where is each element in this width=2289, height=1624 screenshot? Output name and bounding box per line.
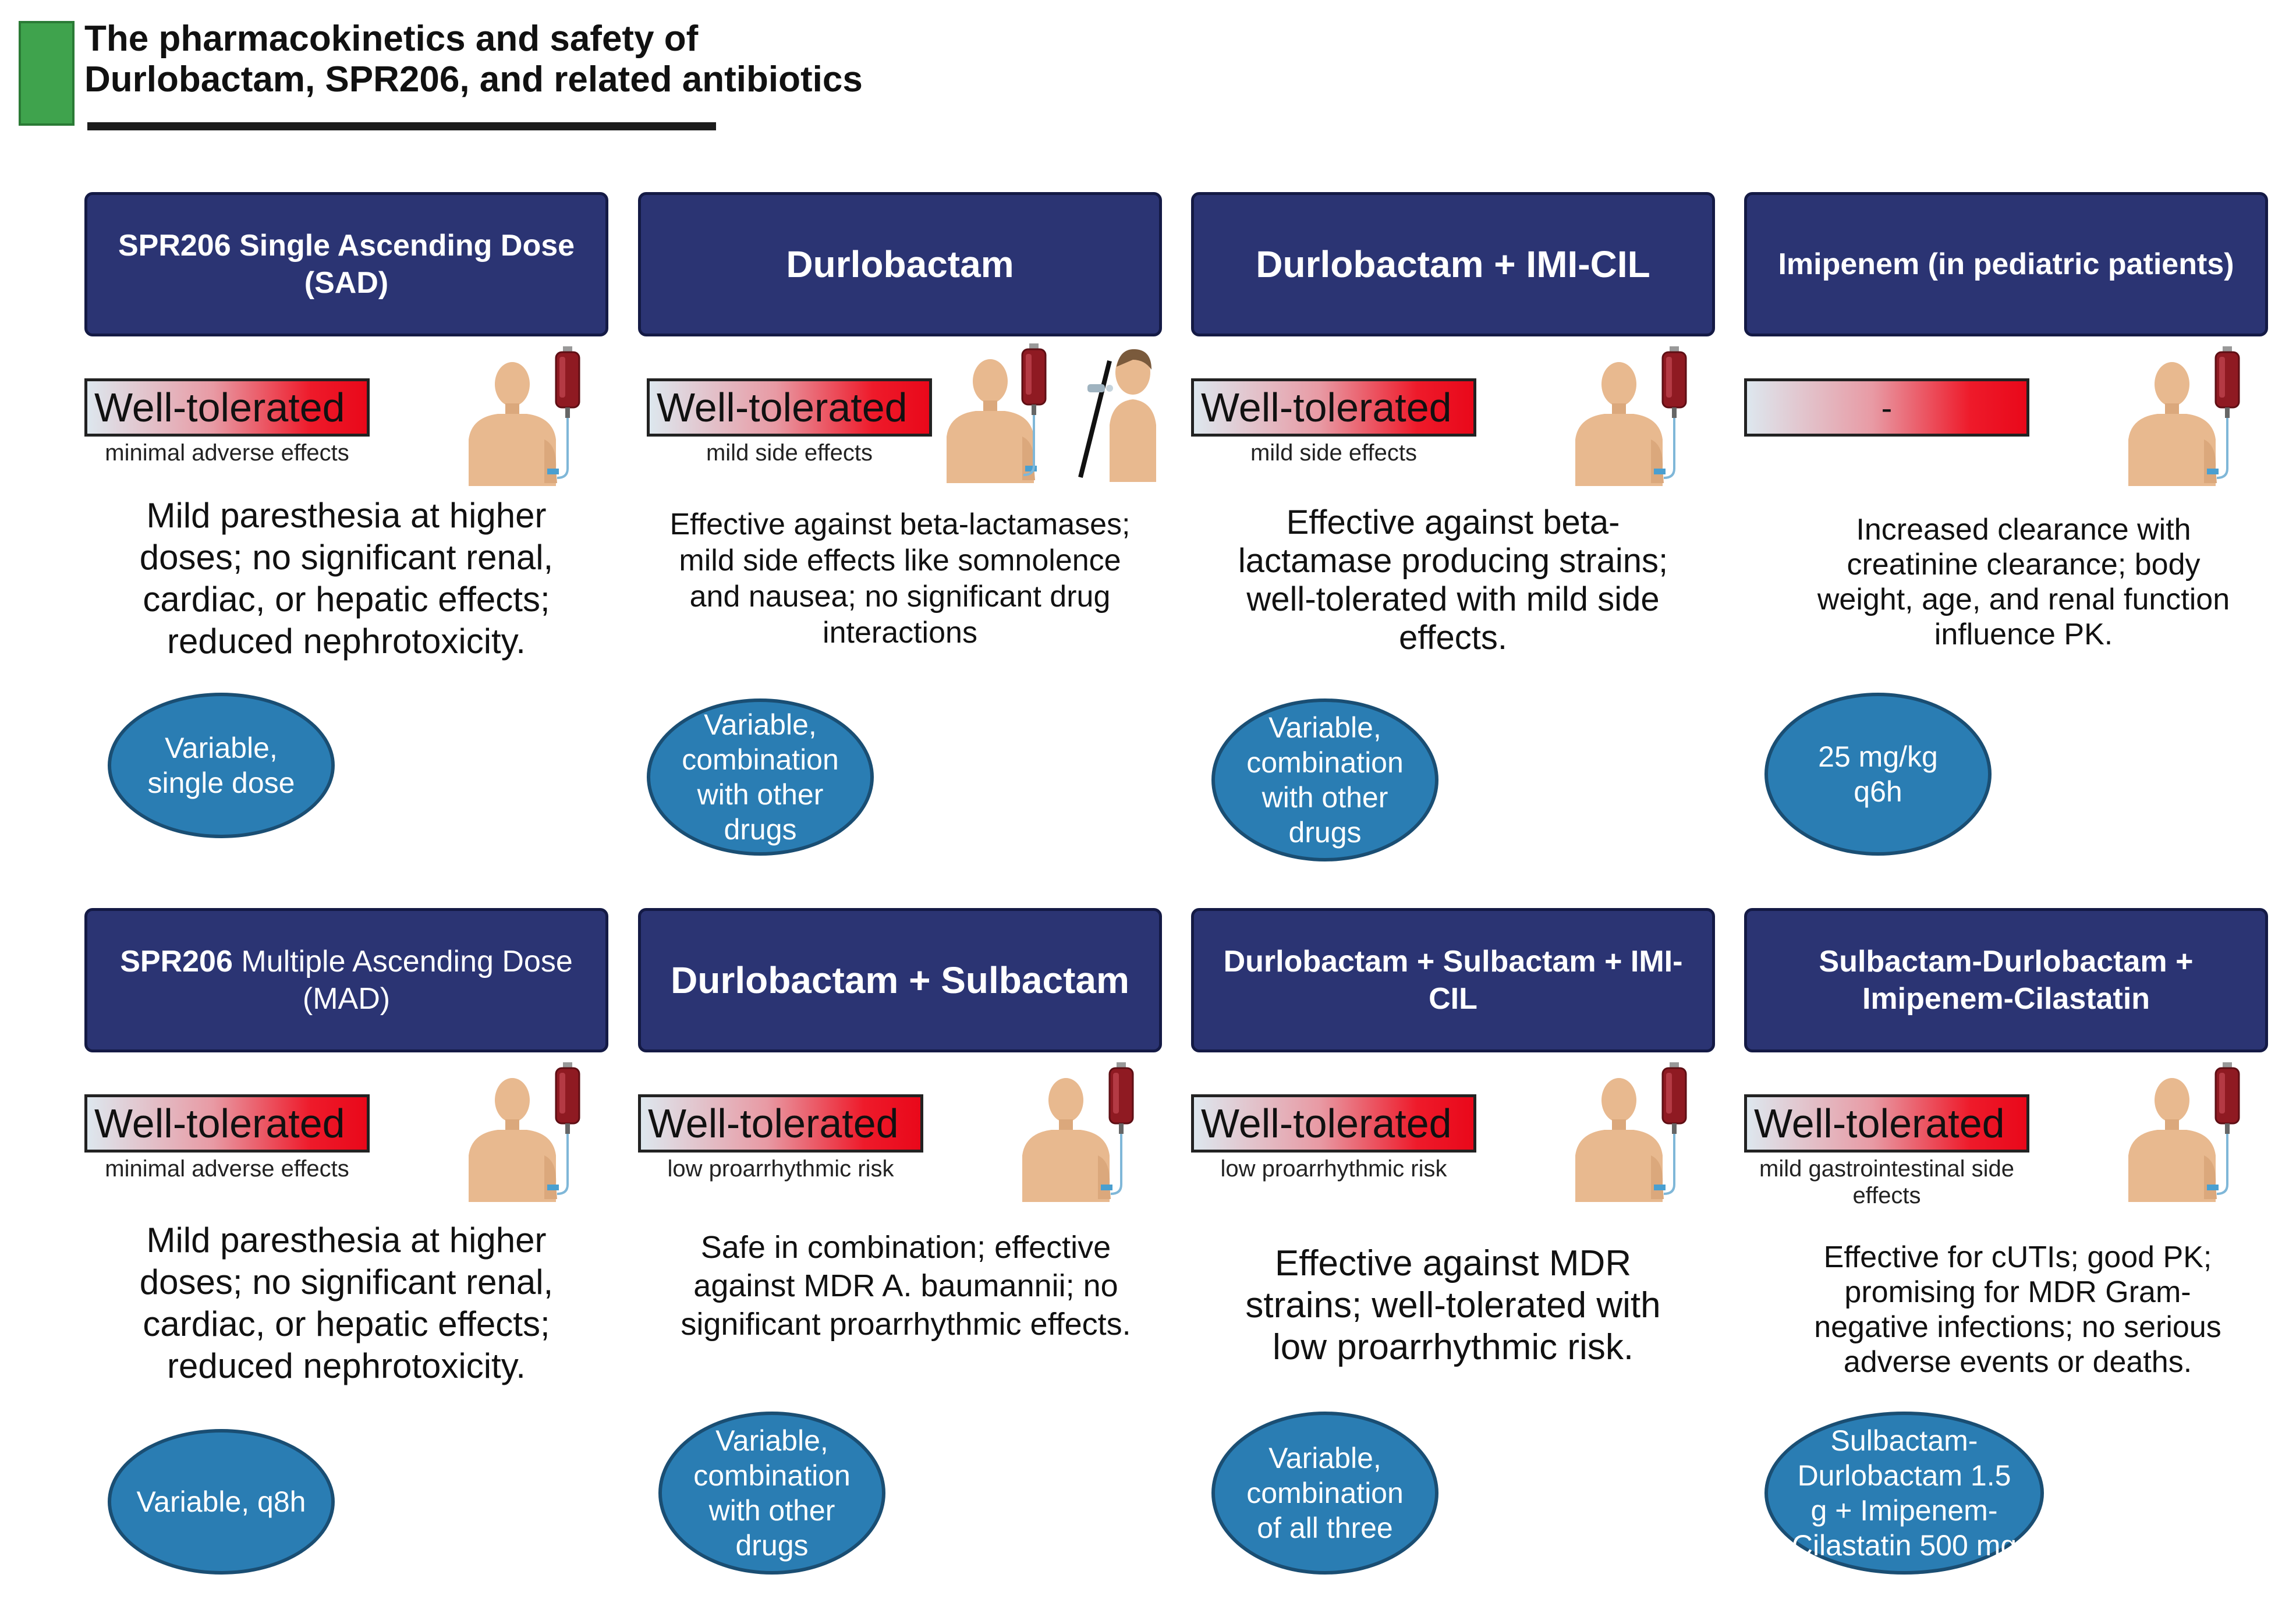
dosing-text: Variable, combination with other drugs: [1246, 711, 1404, 849]
tolerability-gradient-bar: Well-tolerated: [1744, 1094, 2029, 1153]
card-description: Effective for cUTIs; good PK; promising …: [1814, 1240, 2221, 1379]
card-header: Sulbactam-Durlobactam + Imipenem-Cilasta…: [1744, 908, 2268, 1052]
iv-patient-icon: [1022, 1062, 1134, 1202]
tolerability-note: low proarrhythmic risk: [1220, 1156, 1447, 1182]
card-header: SPR206 Single Ascending Dose (SAD): [84, 192, 608, 336]
tolerability-note: minimal adverse effects: [105, 1156, 349, 1182]
title-accent-bar: [19, 21, 75, 126]
iv-patient-icon: [2128, 346, 2240, 486]
dosing-text: Variable, combination of all three: [1246, 1442, 1404, 1544]
tolerability-gradient-bar: Well-tolerated: [1191, 1094, 1476, 1153]
card-header-title: Sulbactam-Durlobactam + Imipenem-Cilasta…: [1819, 945, 2194, 1016]
card-header-title: Durlobactam + Sulbactam + IMI-CIL: [1223, 945, 1683, 1016]
card-header: Durlobactam + Sulbactam + IMI-CIL: [1191, 908, 1715, 1052]
dosing-text: Sulbactam-Durlobactam 1.5 g + Imipenem-C…: [1791, 1424, 2017, 1562]
dosing-badge: Variable, combination with other drugs: [1211, 698, 1438, 861]
tolerability-gradient-bar: Well-tolerated: [638, 1094, 923, 1153]
card-description: Mild paresthesia at higher doses; no sig…: [139, 1221, 554, 1385]
title-line-1: The pharmacokinetics and safety of: [84, 19, 699, 59]
drug-card-4: Imipenem (in pediatric patients) - Increas…: [1744, 192, 2268, 908]
iv-patient-icon: [1575, 1062, 1687, 1202]
iv-and-inhalation-icon: [947, 343, 1156, 483]
card-header-title: Durlobactam + Sulbactam: [671, 959, 1129, 1001]
card-description: Effective against MDR strains; well-tole…: [1245, 1243, 1661, 1367]
card-header: SPR206 Multiple Ascending Dose (MAD): [84, 908, 608, 1052]
iv-patient-icon: [469, 346, 580, 486]
dosing-text: Variable, combination with other drugs: [693, 1424, 851, 1562]
dosing-text: Variable, single dose: [147, 732, 295, 799]
drug-card-5: SPR206 Multiple Ascending Dose (MAD) Well…: [84, 908, 608, 1624]
tolerability-gradient-bar: Well-tolerated: [84, 378, 370, 437]
tolerability-note: mild side effects: [706, 440, 873, 466]
tolerability-gradient-bar: Well-tolerated: [647, 378, 932, 437]
dosing-text: Variable, combination with other drugs: [682, 708, 839, 846]
card-header-title: Durlobactam: [786, 243, 1014, 285]
title-underline: [87, 122, 716, 130]
dosing-badge: Variable, q8h: [108, 1429, 335, 1575]
drug-card-8: Sulbactam-Durlobactam + Imipenem-Cilasta…: [1744, 908, 2268, 1624]
card-description: Effective against beta-lactamase produci…: [1238, 503, 1668, 657]
drug-card-1: SPR206 Single Ascending Dose (SAD) Well-t…: [84, 192, 608, 908]
title-line-2: Durlobactam, SPR206, and related antibio…: [84, 59, 863, 100]
card-header-title: SPR206: [120, 945, 233, 978]
card-description: Mild paresthesia at higher doses; no sig…: [139, 496, 554, 661]
card-header-title: Imipenem (in pediatric patients): [1778, 247, 2234, 281]
iv-patient-icon: [2128, 1062, 2240, 1202]
dosing-badge: Variable, combination with other drugs: [658, 1412, 885, 1575]
tolerability-gradient-bar: Well-tolerated: [84, 1094, 370, 1153]
card-header: Imipenem (in pediatric patients): [1744, 192, 2268, 336]
drug-card-3: Durlobactam + IMI-CIL Well-tolerated mild …: [1191, 192, 1715, 908]
tolerability-note: mild side effects: [1250, 440, 1418, 466]
iv-patient-icon: [469, 1062, 580, 1202]
card-header: Durlobactam: [638, 192, 1162, 336]
tolerability-note: low proarrhythmic risk: [667, 1156, 894, 1182]
iv-patient-icon: [1575, 346, 1687, 486]
tolerability-gradient-bar: -: [1744, 378, 2029, 437]
drug-card-7: Durlobactam + Sulbactam + IMI-CIL Well-to…: [1191, 908, 1715, 1624]
drug-card-6: Durlobactam + Sulbactam Well-tolerated low…: [638, 908, 1162, 1624]
tolerability-note: mild gastrointestinal side effects: [1759, 1156, 2014, 1208]
dosing-text: Variable, q8h: [136, 1485, 306, 1518]
dosing-badge: Variable, combination of all three: [1211, 1412, 1438, 1575]
dosing-text: 25 mg/kg q6h: [1818, 740, 1938, 808]
dosing-badge: Variable, single dose: [108, 693, 335, 838]
drug-card-2: Durlobactam Well-tolerated mild side effec…: [638, 192, 1162, 908]
card-description: Increased clearance with creatinine clea…: [1817, 513, 2230, 651]
tolerability-gradient-bar: Well-tolerated: [1191, 378, 1476, 437]
card-header: Durlobactam + Sulbactam: [638, 908, 1162, 1052]
dosing-badge: Sulbactam-Durlobactam 1.5 g + Imipenem-C…: [1764, 1412, 2044, 1575]
card-description: Effective against beta-lactamases; mild …: [669, 508, 1131, 650]
tolerability-note: minimal adverse effects: [105, 440, 349, 466]
card-header-title: Durlobactam + IMI-CIL: [1256, 243, 1650, 285]
card-description: Safe in combination; effective against M…: [681, 1230, 1131, 1342]
card-header: Durlobactam + IMI-CIL: [1191, 192, 1715, 336]
dosing-badge: 25 mg/kg q6h: [1764, 693, 1992, 856]
card-header-subtitle: Multiple Ascending Dose (MAD): [232, 945, 573, 1016]
page-title: The pharmacokinetics and safety of Durlo…: [84, 19, 863, 100]
card-header-title: SPR206 Single Ascending Dose (SAD): [118, 229, 575, 300]
dosing-badge: Variable, combination with other drugs: [647, 698, 874, 856]
